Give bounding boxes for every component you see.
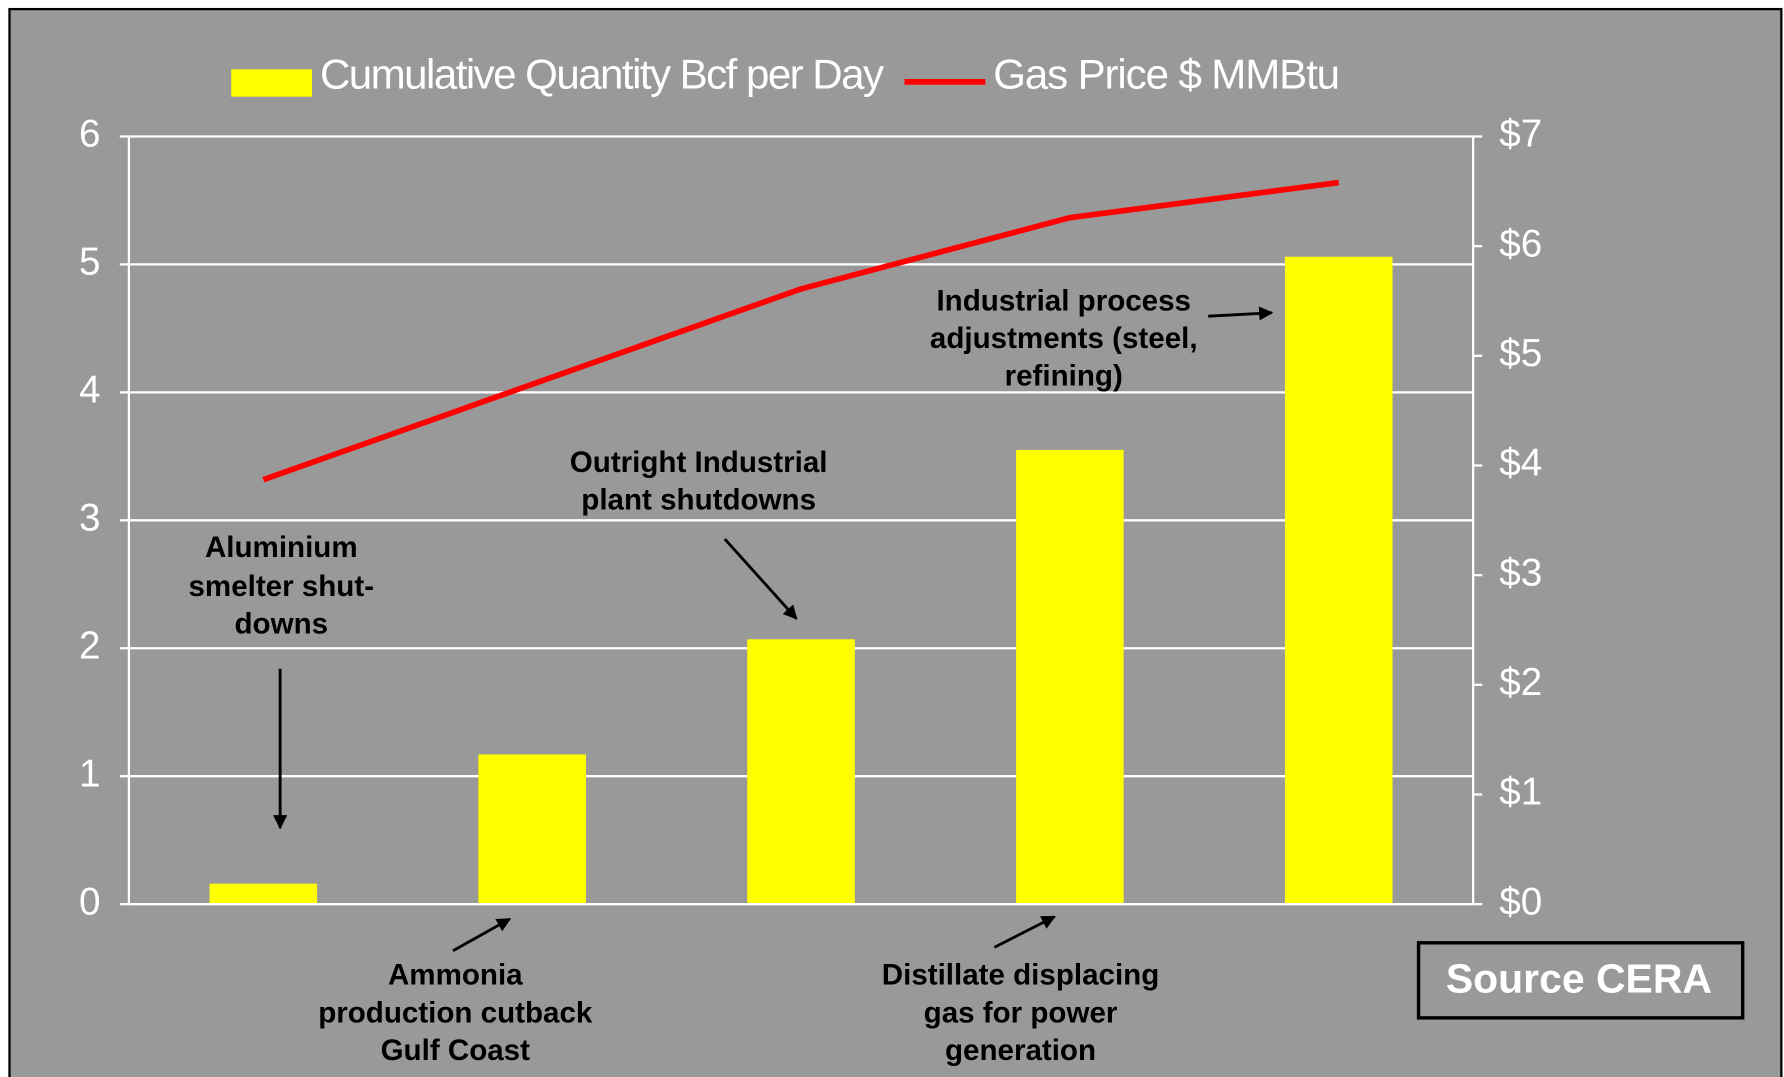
y-tick-label: 4: [79, 369, 101, 412]
annotation: downs: [235, 607, 329, 640]
y2-tick-label: $2: [1499, 661, 1542, 704]
legend-label: Gas Price $ MMBtu: [993, 50, 1340, 97]
y2-tick-label: $6: [1499, 222, 1542, 265]
annotation: Ammonia: [388, 959, 523, 992]
source: Source CERA: [1446, 955, 1712, 1001]
y2-tick-label: $5: [1499, 332, 1542, 375]
y-tick-label: 5: [79, 241, 101, 284]
y-tick-label: 3: [79, 497, 101, 540]
plot: 0 1 2 3 4 5 6 $0 $1 $2 $3 $4 $5 $6 $7 Cumulative Quanti…: [79, 50, 1542, 923]
legend-label: Cumulative Quantity Bcf per Day: [320, 50, 884, 97]
y2-tick-label: $0: [1499, 880, 1542, 923]
y2-tick-label: $3: [1499, 551, 1542, 594]
bar: [1284, 256, 1393, 905]
line: [262, 179, 1340, 483]
annotation: Aluminium: [205, 531, 358, 564]
annotation: Outright Industrial: [570, 446, 828, 479]
annotation: smelter shut-: [189, 570, 375, 603]
bar: [209, 883, 318, 905]
annotation: refining): [1005, 359, 1123, 392]
annotation: generation: [945, 1034, 1096, 1067]
arrow: [1208, 306, 1274, 321]
annotation: plant shutdowns: [581, 483, 816, 516]
y-tick-label: 0: [79, 880, 101, 923]
y-tick-label: 2: [79, 624, 101, 667]
source-box: [1416, 941, 1745, 1020]
annotation: Distillate displacing: [882, 959, 1159, 992]
bar: [478, 754, 586, 905]
annotation: gas for power: [924, 996, 1118, 1029]
arrow: [452, 917, 512, 953]
annotation: Gulf Coast: [381, 1034, 531, 1067]
annotations: Aluminium smelter shut- downs Outright I…: [189, 284, 1274, 1067]
annotation: Industrial process: [936, 284, 1191, 317]
bar: [747, 639, 855, 905]
bar: [1016, 449, 1124, 905]
annotation: production cutback: [318, 996, 593, 1029]
annotation: adjustments (steel,: [930, 322, 1198, 355]
y-tick-label: 6: [79, 113, 101, 156]
y2-tick-label: $1: [1499, 771, 1542, 814]
y2-tick-label: $4: [1499, 442, 1542, 485]
arrow: [993, 915, 1056, 949]
y2-tick-label: $7: [1499, 113, 1542, 156]
arrow: [723, 538, 798, 620]
legend-swatch: [231, 69, 312, 97]
y-tick-label: 1: [79, 752, 101, 795]
